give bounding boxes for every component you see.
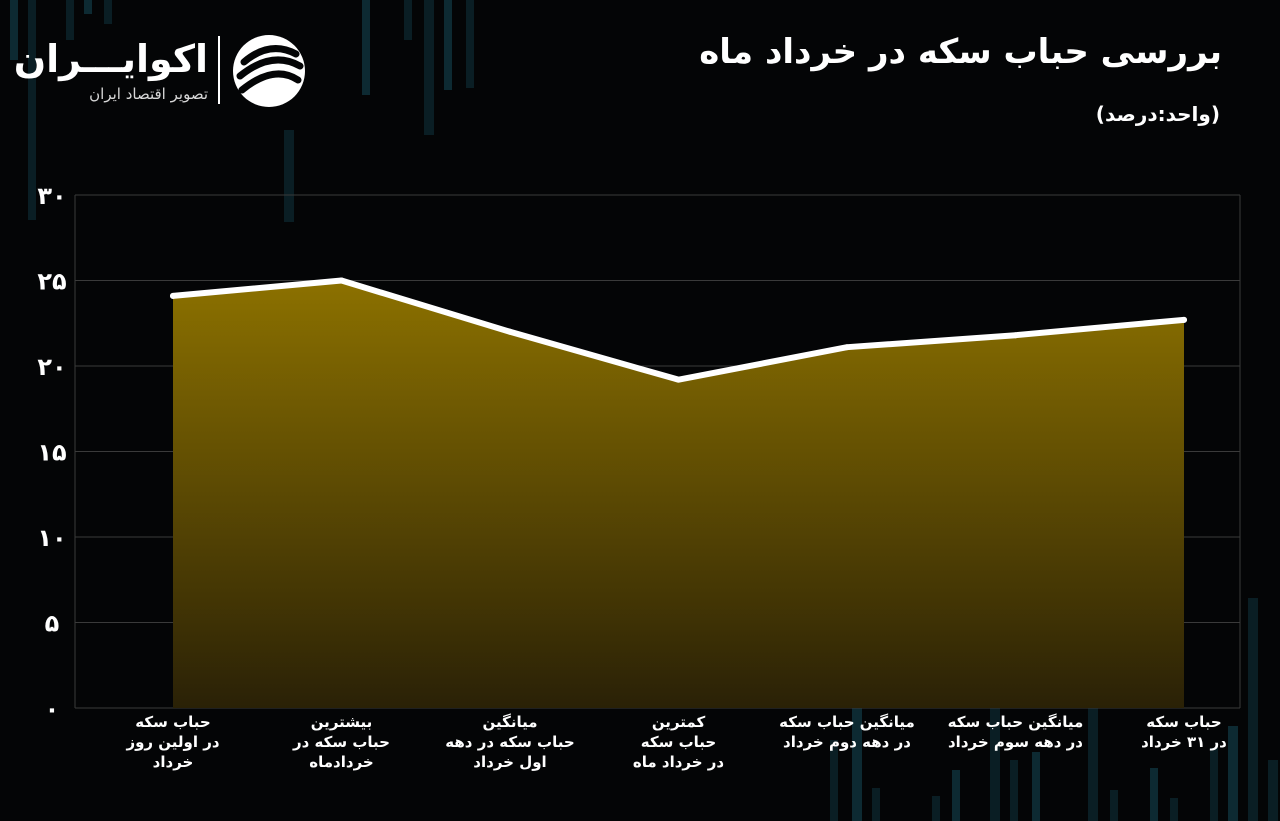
background-bar bbox=[952, 770, 960, 821]
data-point bbox=[844, 344, 850, 351]
background-bar bbox=[28, 0, 36, 220]
data-point bbox=[675, 376, 682, 383]
background-bar bbox=[1248, 598, 1258, 821]
x-tick-label: میانگین حباب سکه در دهه دوم خرداد bbox=[779, 713, 915, 751]
background-bar bbox=[466, 0, 474, 88]
ecoiran-logo-icon bbox=[233, 35, 305, 107]
x-tick-label: میانگین حباب سکه در دهه اول خرداد bbox=[445, 713, 575, 771]
y-tick-label: ۳۰ bbox=[37, 182, 66, 210]
x-tick-label: میانگین حباب سکه در دهه سوم خرداد bbox=[947, 713, 1084, 751]
brand-divider bbox=[218, 36, 220, 104]
y-axis-ticks: ۰ ۵ ۱۰ ۱۵ ۲۰ ۲۵ ۳۰ bbox=[37, 182, 66, 723]
brand-logo: اکوایـــران تصویر اقتصاد ایران bbox=[13, 30, 318, 110]
brand-text: اکوایـــران تصویر اقتصاد ایران bbox=[13, 36, 208, 104]
background-bar bbox=[444, 0, 452, 90]
data-point bbox=[338, 277, 345, 284]
y-tick-label: ۵ bbox=[45, 610, 60, 638]
background-bar bbox=[872, 788, 880, 821]
brand-name: اکوایـــران bbox=[13, 37, 208, 81]
brand-tagline: تصویر اقتصاد ایران bbox=[89, 85, 208, 103]
background-bar bbox=[1268, 760, 1278, 821]
y-tick-label: ۰ bbox=[45, 695, 60, 723]
data-point bbox=[1181, 316, 1187, 323]
data-points bbox=[170, 277, 1187, 383]
data-point bbox=[170, 292, 176, 299]
y-tick-label: ۱۵ bbox=[37, 439, 66, 467]
x-tick-label: بیشترین حباب سکه در خردادماه bbox=[293, 713, 390, 771]
y-tick-label: ۲۵ bbox=[37, 268, 66, 296]
background-bar bbox=[1110, 790, 1118, 821]
data-point bbox=[507, 328, 513, 335]
chart-title: بررسی حباب سکه در خرداد ماه bbox=[699, 32, 1222, 72]
background-bar bbox=[404, 0, 412, 40]
background-bar bbox=[990, 598, 1000, 821]
data-point bbox=[1012, 332, 1019, 339]
background-bar bbox=[1228, 726, 1238, 821]
background-bar bbox=[932, 796, 940, 821]
chart-unit: (واحد:درصد) bbox=[1095, 102, 1220, 126]
background-bar bbox=[104, 0, 112, 24]
background-bar bbox=[1210, 748, 1218, 821]
x-tick-label: حباب سکه در ۳۱ خرداد bbox=[1141, 713, 1227, 751]
background-bar bbox=[84, 0, 92, 14]
background-bar bbox=[1010, 760, 1018, 821]
x-tick-label: حباب سکه در اولین روز خرداد bbox=[126, 713, 220, 771]
background-bar bbox=[424, 0, 434, 135]
background-bar bbox=[1088, 686, 1098, 821]
x-tick-label: کمترین حباب سکه در خرداد ماه bbox=[632, 713, 725, 771]
y-tick-label: ۱۰ bbox=[37, 524, 66, 552]
area-fill bbox=[173, 280, 1184, 708]
background-bar bbox=[362, 0, 370, 95]
background-bar bbox=[10, 0, 18, 60]
background-bar bbox=[852, 686, 862, 821]
background-bar bbox=[66, 0, 74, 40]
y-tick-label: ۲۰ bbox=[37, 353, 66, 381]
background-bar bbox=[830, 740, 838, 821]
background-bar bbox=[284, 130, 294, 222]
background-bar bbox=[1032, 752, 1040, 821]
background-bar bbox=[1170, 798, 1178, 821]
background-bar bbox=[1150, 768, 1158, 821]
